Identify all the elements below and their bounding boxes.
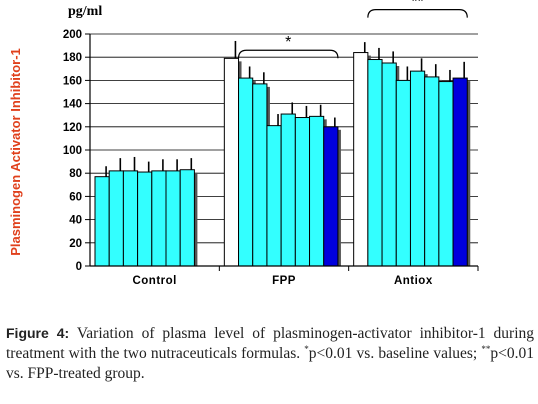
bar (238, 77, 254, 267)
bar (323, 126, 339, 267)
bar (424, 76, 440, 267)
bar (452, 77, 468, 267)
pai1-bar-chart: 0 20 40 60 80 100 120 140 160 180 200 Control FPP An… (8, 0, 479, 287)
y-tick-labels: 0 20 40 60 80 100 120 140 160 180 200 (63, 29, 82, 273)
y-tick-label: 180 (63, 52, 82, 64)
bar (409, 70, 426, 267)
figure-label: Figure 4: (6, 325, 70, 341)
y-tick-label: 200 (63, 29, 82, 41)
bar (395, 79, 411, 267)
y-tick-label: 100 (63, 145, 82, 157)
bar (252, 83, 268, 267)
note1-text: p<0.01 vs. baseline values; (308, 345, 478, 362)
bar (353, 52, 369, 267)
bar (438, 81, 454, 267)
significance-bracket (367, 9, 468, 18)
y-tick-label: 120 (63, 122, 82, 134)
category-label: Antiox (394, 275, 433, 287)
bar (367, 59, 383, 267)
bar (108, 170, 124, 267)
figure-caption: Figure 4: Variation of plasma level of p… (6, 323, 534, 384)
bar (94, 176, 110, 267)
y-tick-label: 140 (63, 99, 82, 111)
significance-marker: * (285, 34, 291, 51)
bar (294, 117, 311, 267)
bar (122, 170, 139, 267)
y-tick-label: 0 (76, 261, 82, 273)
bars (94, 52, 471, 267)
y-tick-label: 20 (69, 238, 82, 250)
bar (223, 57, 240, 267)
y-tick-label: 160 (63, 75, 82, 87)
bar (280, 113, 296, 267)
bar (137, 171, 153, 267)
category-label: FPP (272, 275, 296, 287)
category-label: Control (132, 275, 176, 287)
bar (151, 170, 167, 267)
significance-annotations: *** (237, 0, 468, 59)
y-tick-label: 80 (69, 168, 82, 180)
significance-marker: ** (411, 0, 423, 11)
significance-bracket (237, 49, 339, 59)
bar (179, 169, 195, 267)
bar (381, 62, 397, 267)
unit-label: pg/ml (68, 4, 102, 19)
note2-text: p<0.01 vs. FPP-treated group. (6, 345, 535, 382)
category-labels: Control FPP Antiox (132, 275, 432, 287)
bar (165, 170, 181, 267)
y-axis-label: Plasminogen Activator Inhibitor-1 (8, 48, 23, 256)
axes (85, 33, 479, 271)
bar (309, 115, 325, 267)
note1-mark: * (304, 344, 309, 354)
y-tick-label: 40 (69, 215, 82, 227)
y-tick-label: 60 (69, 191, 82, 203)
caption-text: Variation of plasma level of plasminogen… (6, 325, 534, 362)
bar (266, 125, 282, 267)
error-bars (105, 40, 465, 177)
note2-mark: ** (481, 344, 491, 354)
